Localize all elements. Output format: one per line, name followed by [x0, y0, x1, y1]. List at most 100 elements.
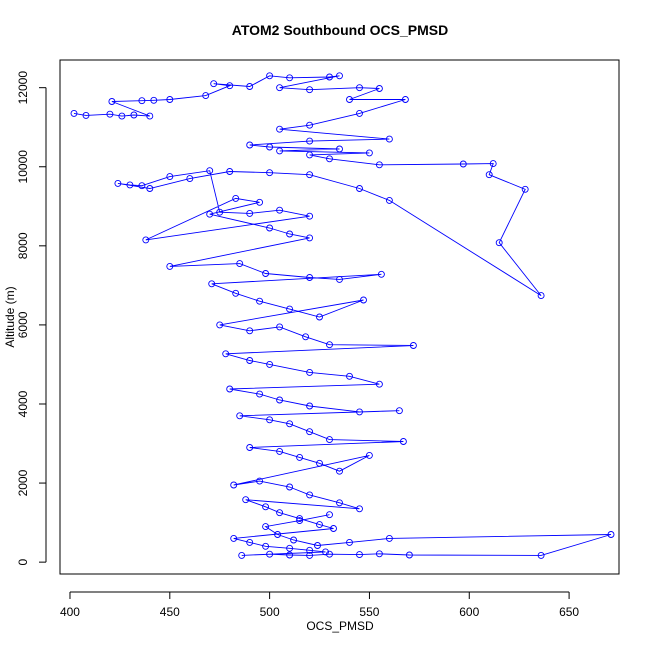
data-point — [336, 467, 343, 475]
data-point — [256, 477, 264, 485]
data-point — [232, 194, 240, 202]
data-point — [365, 149, 373, 157]
data-point — [236, 260, 244, 268]
data-point — [356, 185, 363, 192]
data-point — [322, 548, 329, 556]
data-point — [238, 551, 246, 559]
y-tick-label: 4000 — [16, 390, 30, 417]
data-point — [246, 209, 254, 217]
data-point — [266, 360, 274, 368]
data-layer — [70, 72, 615, 559]
data-point — [306, 137, 314, 145]
data-point — [146, 185, 154, 192]
data-point — [246, 444, 254, 451]
data-point — [326, 155, 333, 163]
data-point — [210, 80, 218, 88]
data-point — [266, 72, 274, 80]
plot-frame — [59, 59, 620, 575]
data-point — [326, 436, 333, 444]
data-point — [166, 262, 174, 270]
data-point — [276, 206, 284, 214]
data-point — [302, 333, 310, 341]
y-axis: 0 2000 4000 6000 8000 10000 12000 — [16, 71, 47, 565]
data-point — [306, 171, 314, 179]
data-point — [146, 112, 154, 120]
data-point — [365, 451, 373, 459]
data-point — [306, 428, 314, 436]
data-point — [256, 198, 264, 206]
data-point — [230, 481, 238, 489]
data-point — [262, 503, 270, 511]
y-tick-label: 10000 — [16, 150, 30, 184]
data-point — [330, 525, 337, 532]
data-point — [266, 169, 274, 177]
data-point — [256, 390, 264, 398]
data-point — [202, 92, 210, 100]
data-point — [385, 196, 393, 204]
data-point — [385, 135, 393, 143]
data-point — [130, 111, 138, 119]
data-point — [306, 551, 314, 559]
series-line — [73, 75, 612, 556]
data-point — [232, 289, 240, 297]
data-point — [375, 550, 383, 558]
x-tick-label: 500 — [260, 605, 280, 619]
data-point — [236, 412, 244, 420]
data-point — [150, 96, 158, 104]
data-point — [142, 236, 150, 244]
data-point — [336, 499, 343, 507]
y-tick-label: 8000 — [16, 232, 30, 259]
data-point — [375, 161, 383, 169]
y-axis-label: Altitude (m) — [3, 286, 17, 347]
data-point — [306, 402, 314, 410]
data-point — [306, 151, 314, 159]
data-point — [405, 551, 413, 559]
data-point — [262, 270, 270, 277]
data-point — [356, 84, 363, 92]
data-point — [108, 98, 116, 105]
data-point — [286, 483, 294, 491]
data-point — [276, 509, 284, 517]
data-point — [395, 407, 403, 415]
data-point — [489, 160, 497, 168]
x-tick-label: 600 — [459, 605, 479, 619]
data-point — [266, 416, 274, 424]
data-point — [262, 542, 270, 550]
data-point — [286, 420, 294, 428]
data-point — [306, 274, 314, 281]
data-point — [356, 408, 363, 416]
data-point — [375, 85, 383, 92]
data-point — [226, 82, 234, 90]
data-point — [70, 109, 78, 117]
data-point — [216, 321, 224, 329]
data-point — [114, 179, 122, 187]
data-point — [106, 110, 114, 118]
data-point — [326, 550, 333, 558]
data-point — [256, 297, 264, 305]
data-point — [276, 447, 284, 455]
data-point — [286, 230, 294, 238]
data-point — [346, 96, 353, 103]
y-tick-label: 0 — [16, 558, 30, 565]
data-point — [186, 175, 194, 183]
data-point — [360, 296, 367, 304]
data-point — [537, 551, 545, 559]
x-tick-label: 400 — [60, 605, 80, 619]
data-point — [216, 208, 224, 216]
data-point — [138, 182, 146, 190]
data-point — [266, 224, 274, 232]
data-point — [276, 396, 284, 404]
data-point — [316, 313, 323, 321]
data-point — [356, 551, 363, 559]
data-point — [266, 550, 274, 558]
data-point — [286, 305, 294, 313]
data-point — [314, 542, 321, 549]
data-point — [246, 357, 254, 364]
y-tick-label: 12000 — [16, 71, 30, 105]
data-point — [326, 341, 333, 349]
y-tick-label: 6000 — [16, 311, 30, 338]
data-point — [521, 185, 529, 193]
data-point — [230, 534, 238, 542]
data-point — [296, 515, 304, 523]
data-point — [296, 517, 304, 525]
